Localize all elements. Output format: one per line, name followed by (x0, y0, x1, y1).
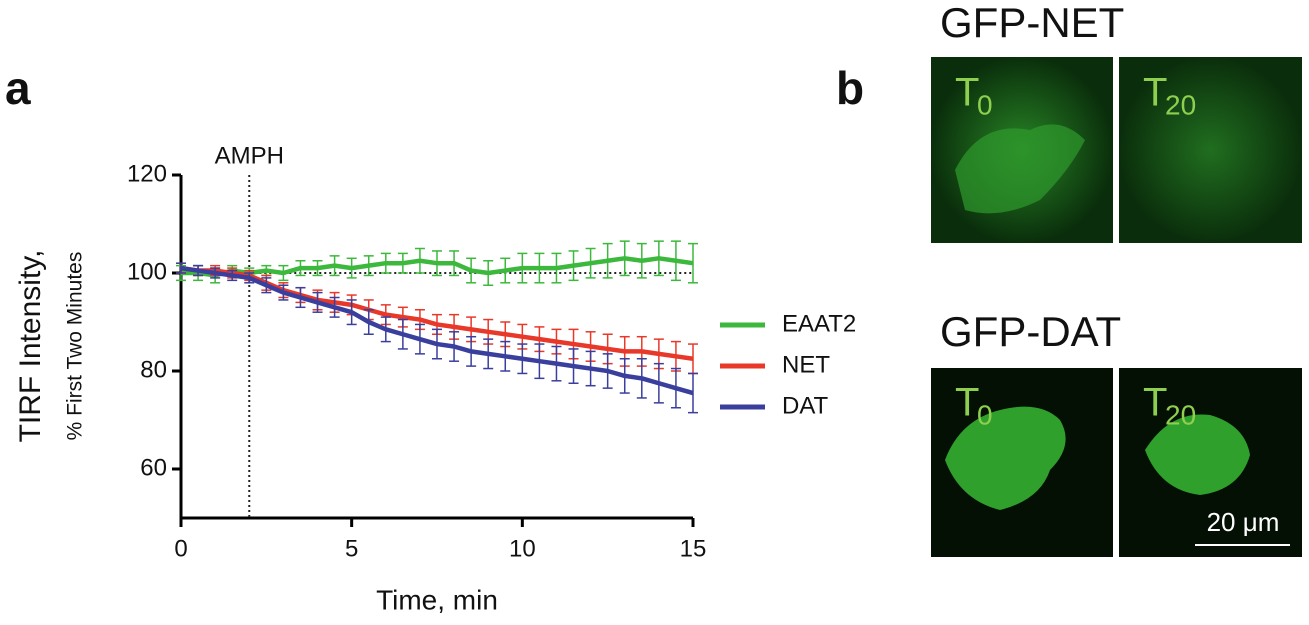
y-tick-label: 80 (140, 356, 167, 383)
micrographs (931, 57, 1302, 557)
panel-title: GFP-NET (940, 0, 1124, 46)
x-tick-label: 15 (680, 535, 707, 562)
frame-label: T (1143, 71, 1167, 115)
scale-bar-label: 20 μm (1207, 507, 1280, 537)
series-line (180, 265, 694, 396)
x-tick-label: 5 (345, 535, 358, 562)
frame-label: T (955, 381, 979, 425)
frame-sub: 20 (1165, 89, 1196, 120)
panel-label: b (836, 62, 864, 114)
frame-sub: 0 (977, 399, 993, 430)
y-axis-title: TIRF Intensity, (14, 250, 47, 443)
y-tick-label: 60 (140, 454, 167, 481)
series-line (181, 256, 694, 278)
frame-label: T (1143, 381, 1167, 425)
legend-label: NET (782, 351, 830, 378)
frame-sub: 20 (1165, 399, 1196, 430)
frame-label: T (955, 71, 979, 115)
x-tick-label: 0 (174, 535, 187, 562)
panel-label: a (5, 62, 31, 114)
y-tick-label: 100 (127, 258, 167, 285)
annotation: AMPH (215, 142, 284, 169)
y-axis-subtitle: % First Two Minutes (64, 252, 87, 441)
panel-title: GFP-DAT (940, 308, 1121, 355)
frame-sub: 0 (977, 89, 993, 120)
y-tick-label: 120 (127, 160, 167, 187)
legend-label: DAT (782, 392, 829, 419)
x-tick-label: 10 (509, 535, 536, 562)
x-axis-title: Time, min (376, 584, 498, 615)
legend-label: EAAT2 (782, 310, 856, 337)
